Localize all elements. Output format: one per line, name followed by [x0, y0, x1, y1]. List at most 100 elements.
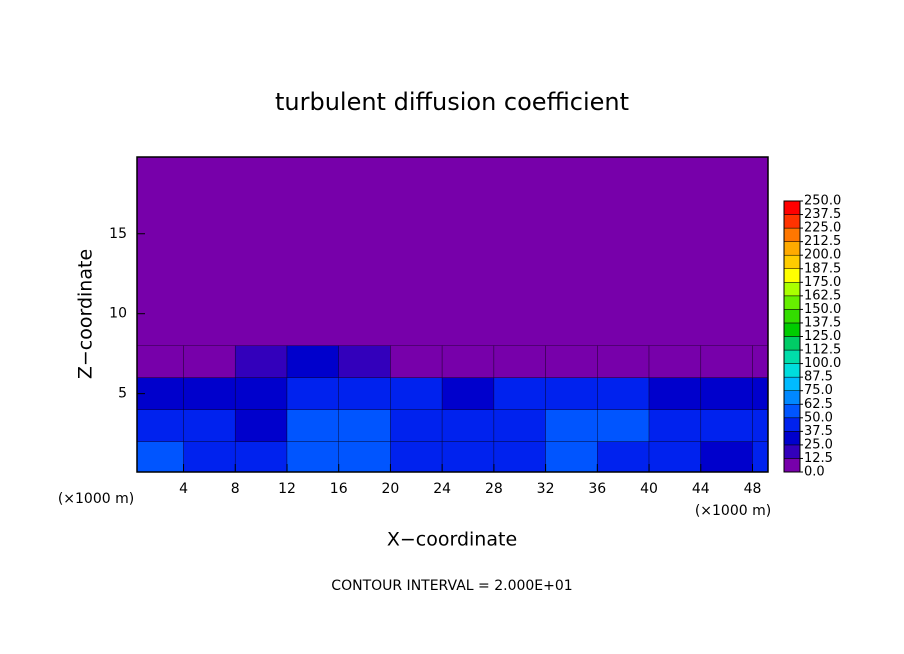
colorbar-label: 137.5 [804, 315, 841, 330]
field-cell [234, 377, 288, 410]
field-cell [648, 441, 702, 472]
x-tick-label: 16 [330, 481, 348, 497]
field [137, 157, 768, 472]
field-cell [286, 377, 340, 410]
field-cell [183, 377, 236, 410]
field-cell [390, 441, 443, 472]
field-cell [648, 345, 702, 378]
y-tick-label: 15 [109, 226, 127, 242]
field-cell [752, 441, 768, 472]
colorbar-label: 212.5 [804, 234, 841, 249]
field-cell [700, 409, 753, 442]
colorbar-band [783, 295, 801, 310]
x-tick-label: 44 [692, 481, 710, 497]
field-cell [545, 441, 598, 472]
colorbar-band [783, 376, 801, 391]
field-cell [493, 441, 546, 472]
field-cell [338, 377, 391, 410]
y-axis-label: Z−coordinate [75, 249, 97, 379]
field-cell [338, 409, 391, 442]
x-tick-label: 12 [278, 481, 296, 497]
colorbar-band [783, 458, 801, 473]
field-cell [441, 345, 495, 378]
field-cell [597, 345, 650, 378]
colorbar-label: 100.0 [804, 356, 841, 371]
field-cell [752, 409, 768, 442]
colorbar-label: 225.0 [804, 221, 841, 236]
field-cell [390, 409, 443, 442]
x-tick-label: 24 [433, 481, 451, 497]
colorbar-band [783, 431, 801, 446]
colorbar-label: 75.0 [804, 383, 833, 398]
field-cell [183, 441, 236, 472]
field-cell [700, 345, 753, 378]
x-tick-label: 40 [640, 481, 658, 497]
y-unit: (×1000 m) [58, 491, 134, 507]
field-cell [597, 441, 650, 472]
colorbar-band [783, 241, 801, 256]
field-cell [597, 409, 650, 442]
colorbar-band [783, 200, 801, 215]
x-tick-label: 28 [485, 481, 503, 497]
field-cell [390, 377, 443, 410]
colorbar-frame [783, 200, 801, 473]
field-cell [137, 345, 184, 378]
field-cell [545, 345, 598, 378]
field-cell [286, 409, 340, 442]
field-cell [700, 441, 753, 472]
x-tick-label: 4 [179, 481, 188, 497]
field-cell [752, 345, 768, 378]
field-cell [493, 377, 546, 410]
field-cell [338, 345, 391, 378]
plot-frame [136, 156, 769, 473]
colorbar-label: 250.0 [804, 194, 841, 209]
colorbar-band [783, 390, 801, 405]
field-cell [137, 409, 184, 442]
x-tick-label: 20 [382, 481, 400, 497]
colorbar-label: 50.0 [804, 410, 833, 425]
x-axis-label: X−coordinate [387, 529, 517, 551]
field-cell [286, 441, 340, 472]
colorbar-label: 187.5 [804, 261, 841, 276]
x-unit: (×1000 m) [695, 503, 771, 519]
colorbar-label: 175.0 [804, 275, 841, 290]
colorbar-band [783, 268, 801, 283]
field-cell [648, 409, 702, 442]
field-cell [234, 409, 288, 442]
field-cell [597, 377, 650, 410]
colorbar-label: 200.0 [804, 248, 841, 263]
colorbar-label: 0.0 [804, 465, 825, 480]
field-cell [137, 441, 184, 472]
colorbar-band [783, 282, 801, 297]
field-cell [390, 345, 443, 378]
field-cell [441, 377, 495, 410]
colorbar-label: 12.5 [804, 451, 833, 466]
x-tick-label: 48 [744, 481, 762, 497]
field-cell [648, 377, 702, 410]
colorbar-label: 237.5 [804, 207, 841, 222]
field-cell [545, 377, 598, 410]
colorbar-label: 25.0 [804, 437, 833, 452]
colorbar-band [783, 349, 801, 364]
colorbar-band [783, 336, 801, 351]
colorbar-band [783, 227, 801, 242]
field-cell [700, 377, 753, 410]
field-cell [493, 409, 546, 442]
field-cell [338, 441, 391, 472]
y-tick-label: 10 [109, 306, 127, 322]
colorbar-label: 87.5 [804, 370, 833, 385]
colorbar-band [783, 417, 801, 432]
y-tick-label: 5 [118, 386, 127, 402]
colorbar-label: 162.5 [804, 288, 841, 303]
field-cell [183, 345, 236, 378]
x-tick-label: 32 [537, 481, 555, 497]
field-cell [234, 345, 288, 378]
colorbar-band [783, 444, 801, 459]
x-tick-label: 36 [588, 481, 606, 497]
chart-title: turbulent diffusion coefficient [275, 88, 629, 116]
field-cell [183, 409, 236, 442]
field-cell [234, 441, 288, 472]
field-cell [752, 377, 768, 410]
footnote: CONTOUR INTERVAL = 2.000E+01 [331, 578, 572, 594]
